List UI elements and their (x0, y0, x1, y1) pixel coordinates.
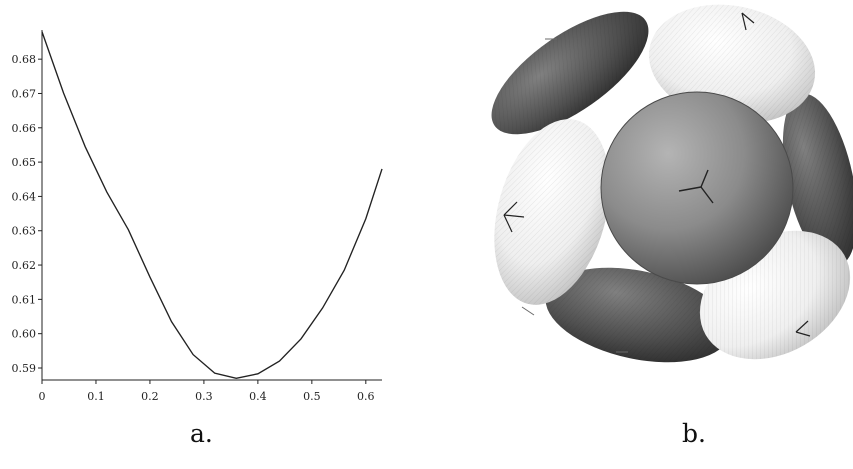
frame-edge-lines (521, 38, 628, 353)
x-tick-label: 0.2 (141, 390, 159, 403)
y-tick-label: 0.67 (12, 87, 37, 100)
dark-ellipsoid-right-mesh (782, 93, 853, 267)
x-tick-label: 0.5 (303, 390, 321, 403)
x-tick-label: 0.3 (195, 390, 213, 403)
dark-ellipsoid-top-left-mesh (491, 11, 649, 135)
y-tick-label: 0.66 (12, 122, 37, 135)
dark-ellipsoid-bottom-mesh (545, 267, 731, 363)
light-ellipsoid-left-mesh (494, 119, 610, 305)
y-tick-label: 0.63 (12, 225, 37, 238)
x-tick-group: 0 0.1 0.2 0.3 0.4 0.5 0.6 (39, 380, 375, 403)
center-sphere-rim (600, 91, 794, 285)
center-tripod-marker (678, 169, 714, 204)
y-tick-group: 0.59 0.60 0.61 0.62 0.63 0.64 0.65 0.66 0.67 0.68 (12, 53, 42, 375)
bottom-right-tripod-marker (795, 320, 811, 337)
panel-b-3d-render: b. (491, 4, 853, 448)
x-tick-label: 0.6 (357, 390, 375, 403)
top-right-tripod-marker (741, 12, 755, 31)
y-tick-label: 0.62 (12, 259, 37, 272)
y-tick-label: 0.68 (12, 53, 37, 66)
x-tick-label: 0 (39, 390, 46, 403)
y-tick-label: 0.61 (12, 293, 37, 306)
x-tick-label: 0.1 (87, 390, 105, 403)
panel-a-line-chart: 0.590.600.610.620.630.640.650.660.670.68… (12, 30, 383, 448)
y-tick-label: 0.64 (12, 190, 37, 203)
y-tick-label: 0.59 (12, 362, 37, 375)
caption-b: b. (682, 419, 706, 448)
left-tripod-marker (503, 201, 525, 233)
series-curve (41, 31, 383, 379)
caption-a: a. (190, 419, 213, 448)
y-tick-label: 0.60 (12, 328, 37, 341)
y-tick-label: 0.65 (12, 156, 37, 169)
x-tick-label: 0.4 (249, 390, 267, 403)
